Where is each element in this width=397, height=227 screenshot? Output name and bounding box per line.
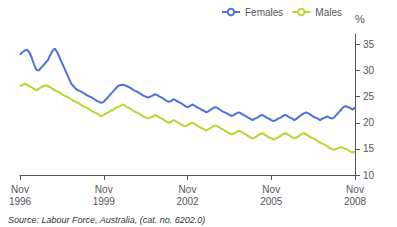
svg-text:15: 15 <box>363 143 375 154</box>
svg-text:Males: Males <box>315 7 342 18</box>
svg-text:30: 30 <box>363 65 375 76</box>
svg-text:20: 20 <box>363 117 375 128</box>
svg-text:%: % <box>355 13 365 25</box>
svg-text:Nov: Nov <box>95 184 113 195</box>
svg-text:Nov: Nov <box>262 184 280 195</box>
svg-text:Nov: Nov <box>179 184 197 195</box>
svg-text:35: 35 <box>363 39 375 50</box>
svg-text:Source: Labour Force, Australi: Source: Labour Force, Australia, (cat. n… <box>8 215 205 225</box>
svg-text:Females: Females <box>245 7 283 18</box>
svg-text:2008: 2008 <box>344 196 367 207</box>
svg-text:2002: 2002 <box>176 196 199 207</box>
svg-text:2005: 2005 <box>260 196 283 207</box>
svg-text:1999: 1999 <box>93 196 116 207</box>
svg-text:1996: 1996 <box>9 196 32 207</box>
svg-text:25: 25 <box>363 91 375 102</box>
svg-text:10: 10 <box>363 170 375 181</box>
svg-text:Nov: Nov <box>11 184 29 195</box>
svg-text:Nov: Nov <box>346 184 364 195</box>
